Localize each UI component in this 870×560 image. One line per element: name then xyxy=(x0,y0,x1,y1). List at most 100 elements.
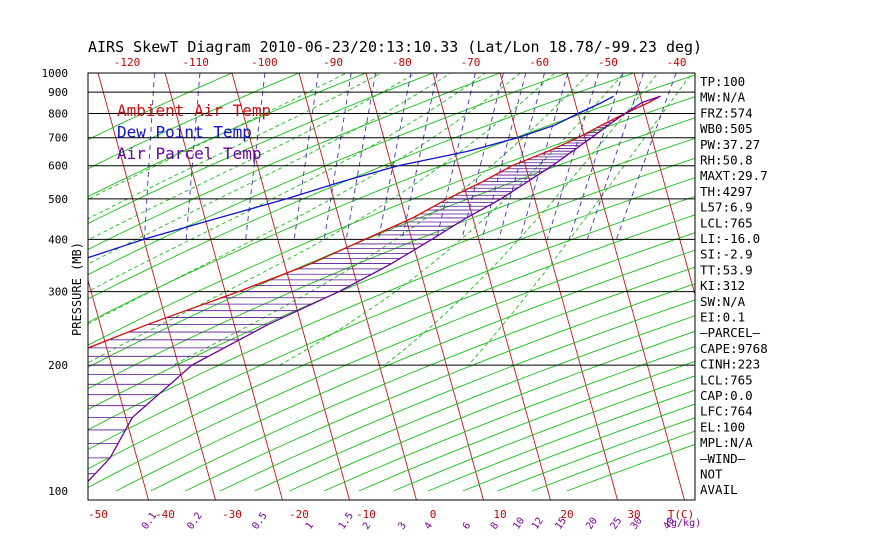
moist-adiabat-line xyxy=(172,73,591,366)
mixing-ratio-line xyxy=(615,73,677,240)
mixing-ratio-line xyxy=(568,73,624,240)
stat-label: –PARCEL– xyxy=(700,325,761,340)
stat-label: –WIND– xyxy=(700,451,746,466)
pressure-tick: 1000 xyxy=(42,67,69,80)
isotherm-line xyxy=(88,278,149,500)
pressure-tick: 300 xyxy=(48,286,68,299)
dry-adiabat-line xyxy=(358,360,695,492)
mixing-ratio-line xyxy=(143,73,155,240)
top-temp-tick: -120 xyxy=(114,56,141,69)
dry-adiabat-line xyxy=(289,330,695,492)
top-temp-tick: -110 xyxy=(182,56,209,69)
dry-adiabat-line xyxy=(219,299,695,492)
mixing-ratio-line xyxy=(481,73,527,240)
mixing-ratio-line xyxy=(185,73,201,240)
dry-adiabat-line xyxy=(462,403,695,492)
moist-adiabat-line xyxy=(88,73,452,265)
moist-adiabat-line xyxy=(467,73,693,366)
mixing-ratio-line xyxy=(401,73,438,240)
stat-label: LCL:765 xyxy=(700,215,753,230)
stat-label: SI:-2.9 xyxy=(700,247,753,262)
temp-unit-label: T(C) xyxy=(668,508,695,521)
dry-adiabat-line xyxy=(88,157,695,411)
bottom-temp-tick: 30 xyxy=(627,508,640,521)
stat-label: FRZ:574 xyxy=(700,105,753,120)
pressure-tick: 100 xyxy=(48,485,68,498)
moist-adiabat-line xyxy=(88,73,556,364)
dry-adiabat-line xyxy=(88,73,569,276)
isotherm-line xyxy=(833,64,870,500)
mixing-ratio-line xyxy=(323,73,352,240)
mixing-ratio-line xyxy=(436,73,476,240)
dry-adiabat-line xyxy=(88,195,695,451)
mixing-ratio-line xyxy=(293,73,319,240)
dry-adiabat-line xyxy=(88,177,695,431)
stat-label: CAP:0.0 xyxy=(700,388,753,403)
mixing-ratio-label: 10 xyxy=(511,516,527,532)
stat-label: WB0:505 xyxy=(700,121,753,136)
mixing-ratio-label: 25 xyxy=(609,516,625,532)
mixing-ratio-label: 3 xyxy=(396,520,408,531)
dry-adiabat-line xyxy=(254,315,695,492)
mixing-ratio-label: 6 xyxy=(461,520,473,531)
stat-label: AVAIL xyxy=(700,482,738,497)
top-temp-tick: -50 xyxy=(598,56,618,69)
top-temp-tick: -90 xyxy=(323,56,343,69)
dewpoint-line xyxy=(88,95,614,259)
legend-item: Ambient Air Temp xyxy=(117,101,271,120)
mixing-ratio-label: 1 xyxy=(304,520,316,531)
stat-label: LCL:765 xyxy=(700,372,753,387)
stat-label: SW:N/A xyxy=(700,294,746,309)
moist-adiabat-line xyxy=(88,73,348,200)
top-temp-tick: -70 xyxy=(461,56,481,69)
dry-adiabat-line xyxy=(88,137,695,390)
dry-adiabat-line xyxy=(88,73,502,251)
isotherm-line xyxy=(633,73,695,297)
moist-adiabat-line xyxy=(88,73,417,241)
stat-label: L57:6.9 xyxy=(700,200,753,215)
isotherm-line xyxy=(164,73,283,500)
moist-adiabat-line xyxy=(384,73,659,366)
moist-adiabat-line xyxy=(279,73,625,366)
bottom-temp-tick: -50 xyxy=(88,508,108,521)
stat-label: CINH:223 xyxy=(700,357,760,372)
mixing-ratio-label: 0.5 xyxy=(250,511,269,532)
mixing-ratio-line xyxy=(345,73,376,240)
ambient-temp-line xyxy=(88,95,661,349)
stat-label: LFC:764 xyxy=(700,404,753,419)
dry-adiabat-line xyxy=(88,73,636,300)
moist-adiabat-line xyxy=(88,73,521,325)
pressure-tick: 800 xyxy=(48,108,68,121)
mixing-ratio-label: 1.5 xyxy=(337,511,356,532)
legend-item: Dew Point Temp xyxy=(117,123,252,142)
pressure-tick: 700 xyxy=(48,132,68,145)
stat-label: PW:37.27 xyxy=(700,137,760,152)
mixing-ratio-line xyxy=(498,73,545,240)
mixing-ratio-label: 0.2 xyxy=(185,511,204,532)
mixing-ratio-unit: (g/kg) xyxy=(665,518,701,529)
mixing-ratio-line xyxy=(519,73,569,240)
top-temp-tick: -100 xyxy=(251,56,278,69)
isotherm-line xyxy=(766,64,870,500)
stat-label: LI:-16.0 xyxy=(700,231,760,246)
dry-adiabat-line xyxy=(88,232,695,488)
isotherm-line xyxy=(566,73,685,500)
stat-label: MAXT:29.7 xyxy=(700,168,768,183)
y-axis-label: PRESSURE (MB) xyxy=(70,242,84,336)
stat-label: NOT xyxy=(700,467,723,482)
stat-label: MPL:N/A xyxy=(700,435,753,450)
dry-adiabat-line xyxy=(88,74,695,323)
stat-label: TP:100 xyxy=(700,74,745,89)
dry-adiabat-line xyxy=(115,249,695,492)
dry-adiabat-line xyxy=(185,283,695,492)
pressure-tick: 600 xyxy=(48,160,68,173)
pressure-tick: 400 xyxy=(48,233,68,246)
stat-label: EI:0.1 xyxy=(700,310,745,325)
stat-label: TT:53.9 xyxy=(700,262,753,277)
mixing-ratio-label: 20 xyxy=(584,516,600,532)
chart-title: AIRS SkewT Diagram 2010-06-23/20:13:10.3… xyxy=(88,38,702,56)
bottom-temp-tick: 0 xyxy=(430,508,437,521)
stat-label: RH:50.8 xyxy=(700,153,753,168)
